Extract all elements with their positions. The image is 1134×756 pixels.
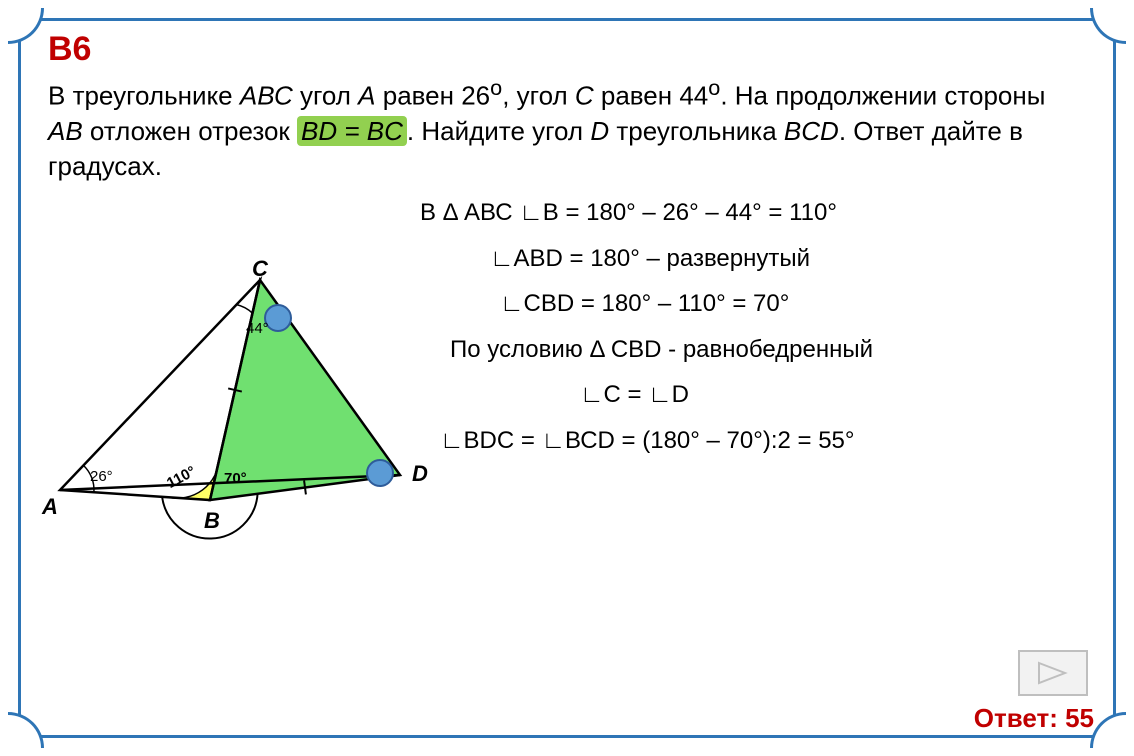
t: о xyxy=(708,75,720,100)
step-6: ∟ВDС = ∟ВСD = (180° – 70°):2 = 55° xyxy=(420,418,1094,464)
t: 26° xyxy=(90,468,113,485)
problem-text: В треугольнике АВС угол А равен 26о, уго… xyxy=(48,73,1086,184)
diagram-svg xyxy=(40,260,420,540)
task-label: B6 xyxy=(48,30,1086,69)
step-5: ∟С = ∟D xyxy=(420,372,1094,418)
next-icon xyxy=(1035,659,1071,687)
angle-70-label: 70° xyxy=(224,470,247,487)
point-d-dot xyxy=(367,460,393,486)
answer: Ответ: 55 xyxy=(974,703,1094,734)
t: А xyxy=(358,81,375,111)
next-button[interactable] xyxy=(1018,650,1088,696)
point-c-dot xyxy=(265,305,291,331)
t: С xyxy=(575,81,594,111)
t: АВ xyxy=(48,116,83,146)
step-2: ∟АВD = 180° – развернутый xyxy=(420,236,1094,282)
triangle-diagram: A B C D 26° 44° 110° 70° xyxy=(40,260,420,540)
t: отложен отрезок xyxy=(83,116,297,146)
t: . Найдите угол xyxy=(407,116,590,146)
t: , угол xyxy=(502,81,575,111)
label-c: C xyxy=(252,256,268,282)
t: 70° xyxy=(224,470,247,487)
t: угол xyxy=(293,81,358,111)
t: о xyxy=(490,75,502,100)
t: АВС xyxy=(240,81,293,111)
t: В треугольнике xyxy=(48,81,240,111)
step-3: ∟СВD = 180° – 110° = 70° xyxy=(420,281,1094,327)
angle-a-label: 26° xyxy=(90,468,113,485)
label-a: A xyxy=(42,494,58,520)
t: равен 26 xyxy=(376,81,491,111)
t: . На продолжении стороны xyxy=(720,81,1045,111)
angle-c-label: 44° xyxy=(246,320,269,337)
t: D xyxy=(590,116,609,146)
t: треугольника xyxy=(609,116,784,146)
solution-steps: В Δ АВС ∟В = 180° – 26° – 44° = 110° ∟АВ… xyxy=(420,190,1094,464)
t: 44° xyxy=(246,320,269,337)
step-1: В Δ АВС ∟В = 180° – 26° – 44° = 110° xyxy=(420,190,1094,236)
t: равен 44 xyxy=(594,81,709,111)
label-b: B xyxy=(204,508,220,534)
highlight: ВD = BC xyxy=(297,116,407,146)
t: ВD = BC xyxy=(301,116,403,146)
label-d: D xyxy=(412,461,428,487)
angle-arc-c xyxy=(237,305,253,314)
step-4: По условию Δ СВD - равнобедренный xyxy=(420,327,1094,373)
t: BCD xyxy=(784,116,839,146)
